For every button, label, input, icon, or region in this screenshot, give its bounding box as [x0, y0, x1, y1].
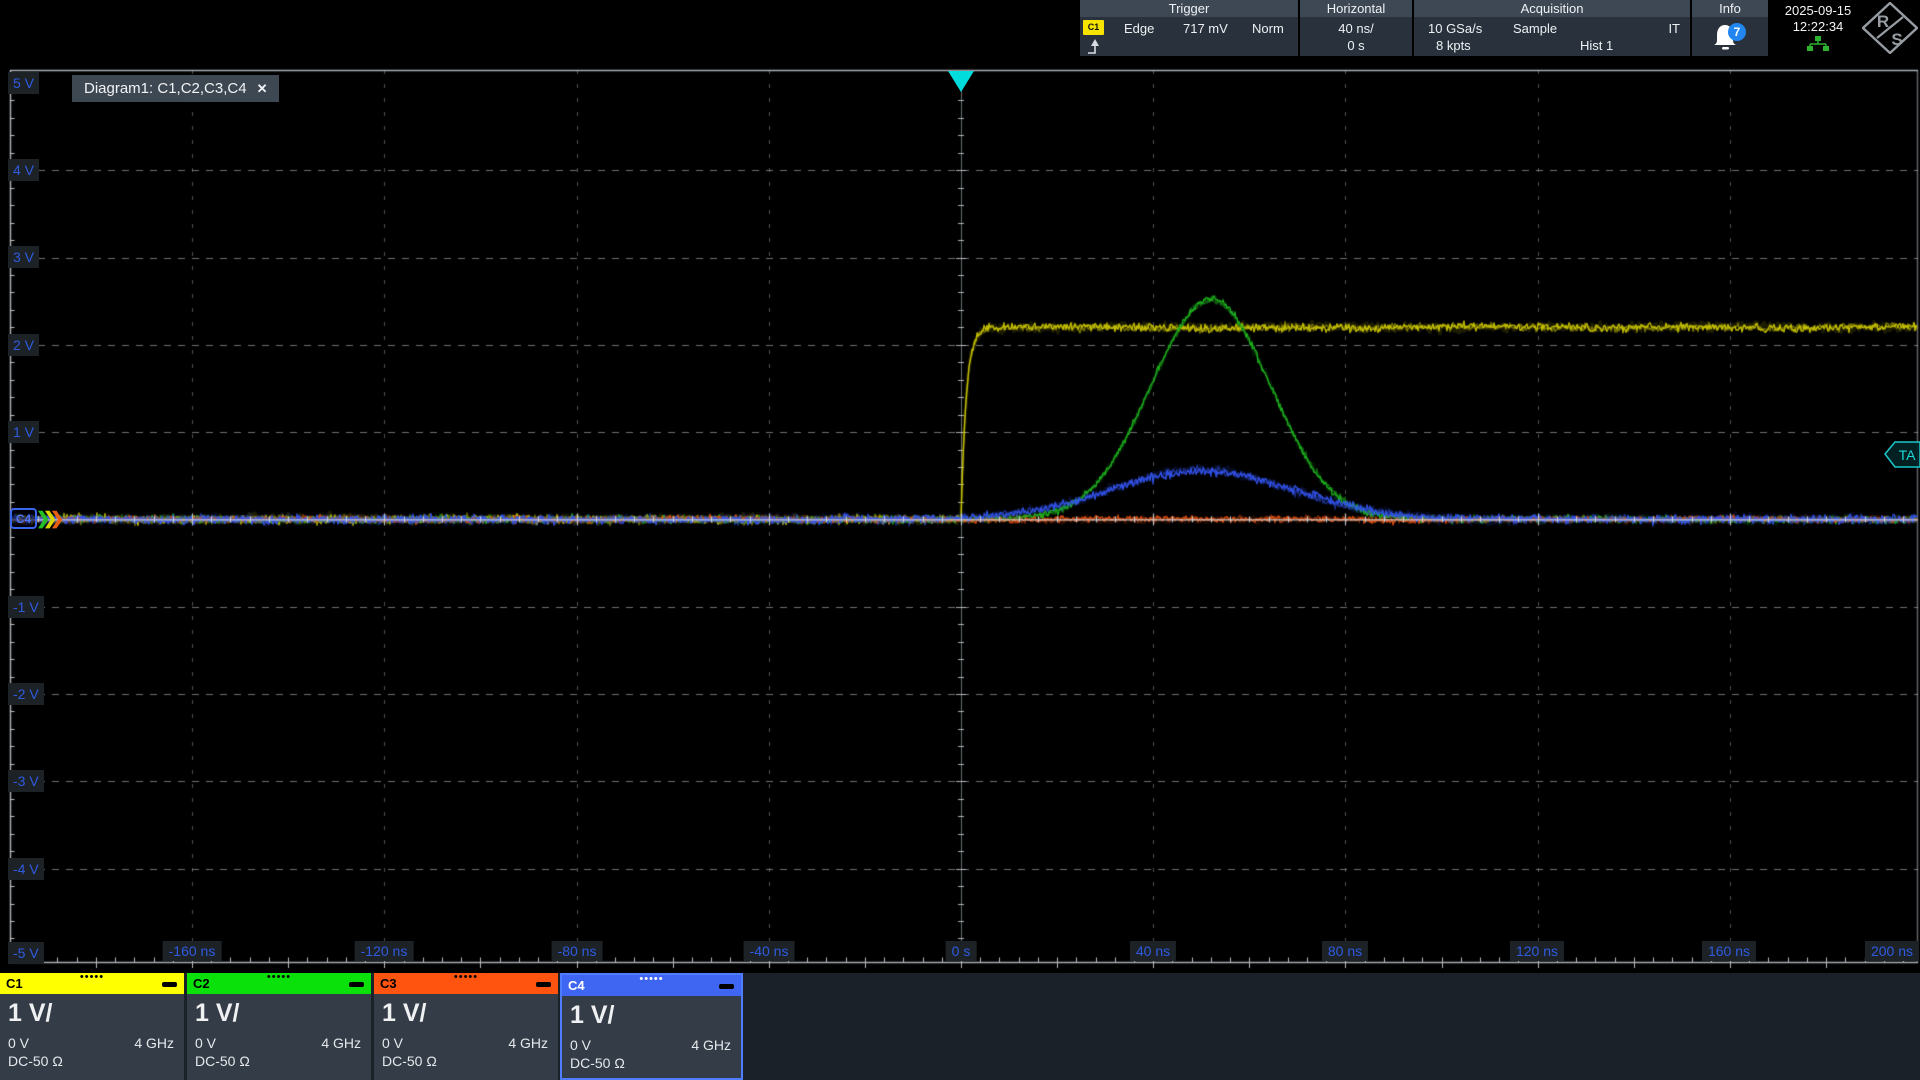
x-axis-label: -80 ns: [552, 941, 603, 961]
record-length: 8 kpts: [1436, 38, 1471, 53]
x-axis-label: 80 ns: [1322, 941, 1368, 961]
channel-scale: 1 V/: [187, 994, 371, 1028]
waveform-plot-area[interactable]: [0, 0, 1920, 1080]
acquisition-mode: Sample: [1513, 21, 1557, 36]
channel-coupling: DC-50 Ω: [0, 1051, 184, 1069]
x-axis-label: 120 ns: [1510, 941, 1564, 961]
drag-dots-icon: •••••: [267, 967, 291, 988]
rohde-schwarz-logo: R S: [1862, 2, 1918, 54]
oscilloscope-screen: Trigger C1 Edge 717 mV Norm Horizontal 4…: [0, 0, 1920, 1080]
minimize-icon[interactable]: [162, 982, 177, 987]
channel-coupling: DC-50 Ω: [187, 1051, 371, 1069]
horizontal-settings-section[interactable]: Horizontal 40 ns/ 0 s: [1300, 0, 1412, 56]
channel-bandwidth: 4 GHz: [321, 1035, 361, 1051]
drag-dots-icon: •••••: [454, 967, 478, 988]
channel-id: C2: [193, 976, 210, 991]
notification-count: 7: [1734, 25, 1741, 39]
trigger-level: 717 mV: [1183, 21, 1228, 36]
network-status-icon: [1806, 36, 1830, 52]
trigger-type: Edge: [1124, 21, 1154, 36]
drag-dots-icon: •••••: [80, 967, 104, 988]
minimize-icon[interactable]: [349, 982, 364, 987]
minimize-icon[interactable]: [536, 982, 551, 987]
channel-id: C4: [568, 978, 585, 993]
y-axis-label: 2 V: [8, 334, 39, 356]
y-axis-label: -3 V: [8, 770, 44, 792]
c4-offset-marker[interactable]: C4: [10, 508, 37, 529]
channel-id: C1: [6, 976, 23, 991]
y-axis-label: -1 V: [8, 596, 44, 618]
info-section-title: Info: [1692, 0, 1768, 17]
x-axis-label: -40 ns: [744, 941, 795, 961]
channel-coupling: DC-50 Ω: [374, 1051, 558, 1069]
date-time: 2025-09-15 12:22:34: [1770, 0, 1866, 56]
x-axis-label: 200 ns: [1865, 941, 1919, 961]
trigger-source-badge: C1: [1083, 20, 1104, 35]
acquisition-section-title: Acquisition: [1414, 0, 1690, 17]
channel-bandwidth: 4 GHz: [508, 1035, 548, 1051]
x-axis-label: 0 s: [946, 941, 977, 961]
channel-scale: 1 V/: [0, 994, 184, 1028]
y-axis-label: 1 V: [8, 421, 39, 443]
horizontal-scale: 40 ns/: [1300, 17, 1412, 36]
close-icon[interactable]: ✕: [257, 81, 268, 96]
channel-id: C3: [380, 976, 397, 991]
logo-letter-s: S: [1891, 30, 1902, 49]
channel-scale: 1 V/: [374, 994, 558, 1028]
channel-panel-c1[interactable]: C1 ••••• 1 V/ 0 V 4 GHz DC-50 Ω: [0, 973, 184, 1080]
history-label: Hist 1: [1580, 38, 1613, 53]
channel-offset: 0 V: [8, 1035, 29, 1051]
y-axis-label: 3 V: [8, 246, 39, 268]
y-axis-label: 5 V: [8, 72, 39, 94]
channel-panel-c4[interactable]: C4 ••••• 1 V/ 0 V 4 GHz DC-50 Ω: [560, 973, 743, 1080]
trigger-settings-section[interactable]: Trigger C1 Edge 717 mV Norm: [1080, 0, 1298, 56]
x-axis-label: 160 ns: [1702, 941, 1756, 961]
channel-panel-c2[interactable]: C2 ••••• 1 V/ 0 V 4 GHz DC-50 Ω: [187, 973, 371, 1080]
channel-scale: 1 V/: [562, 996, 741, 1030]
diagram-tab[interactable]: Diagram1: C1,C2,C3,C4 ✕: [72, 75, 279, 102]
acquisition-settings-section[interactable]: Acquisition 10 GSa/s Sample IT 8 kpts Hi…: [1414, 0, 1690, 56]
info-section[interactable]: Info 7: [1692, 0, 1768, 56]
y-axis-label: 4 V: [8, 159, 39, 181]
minimize-icon[interactable]: [719, 984, 734, 989]
sample-rate: 10 GSa/s: [1428, 21, 1482, 36]
x-axis-label: -160 ns: [163, 941, 222, 961]
x-axis-label: -120 ns: [355, 941, 414, 961]
channel-bandwidth: 4 GHz: [691, 1037, 731, 1053]
c3-offset-chevron-icon[interactable]: ❯: [50, 507, 64, 530]
y-axis-label: -2 V: [8, 683, 44, 705]
date-label: 2025-09-15: [1770, 0, 1866, 18]
trigger-position-marker[interactable]: [948, 71, 974, 92]
channel-offset: 0 V: [570, 1037, 591, 1053]
notification-bell-icon[interactable]: 7: [1710, 20, 1750, 54]
channel-bar: C1 ••••• 1 V/ 0 V 4 GHz DC-50 Ω C2 •••••…: [0, 973, 1920, 1080]
y-axis-label: -4 V: [8, 858, 44, 880]
channel-offset: 0 V: [382, 1035, 403, 1051]
time-label: 12:22:34: [1770, 18, 1866, 34]
interpolation-mode: IT: [1668, 21, 1680, 36]
ta-label: TA: [1899, 447, 1917, 463]
rising-edge-icon: [1086, 38, 1106, 55]
y-axis-label: -5 V: [8, 942, 44, 964]
channel-offset: 0 V: [195, 1035, 216, 1051]
logo-letter-r: R: [1877, 12, 1889, 31]
channel-bandwidth: 4 GHz: [134, 1035, 174, 1051]
channel-panel-c3[interactable]: C3 ••••• 1 V/ 0 V 4 GHz DC-50 Ω: [374, 973, 558, 1080]
diagram-tab-label: Diagram1: C1,C2,C3,C4: [84, 80, 247, 97]
x-axis-label: 40 ns: [1130, 941, 1176, 961]
horizontal-section-title: Horizontal: [1300, 0, 1412, 17]
trigger-mode: Norm: [1252, 21, 1284, 36]
horizontal-position: 0 s: [1300, 36, 1412, 53]
drag-dots-icon: •••••: [639, 969, 663, 990]
trigger-ta-flag: TA: [1884, 441, 1920, 468]
trigger-section-title: Trigger: [1080, 0, 1298, 17]
channel-coupling: DC-50 Ω: [562, 1053, 741, 1071]
